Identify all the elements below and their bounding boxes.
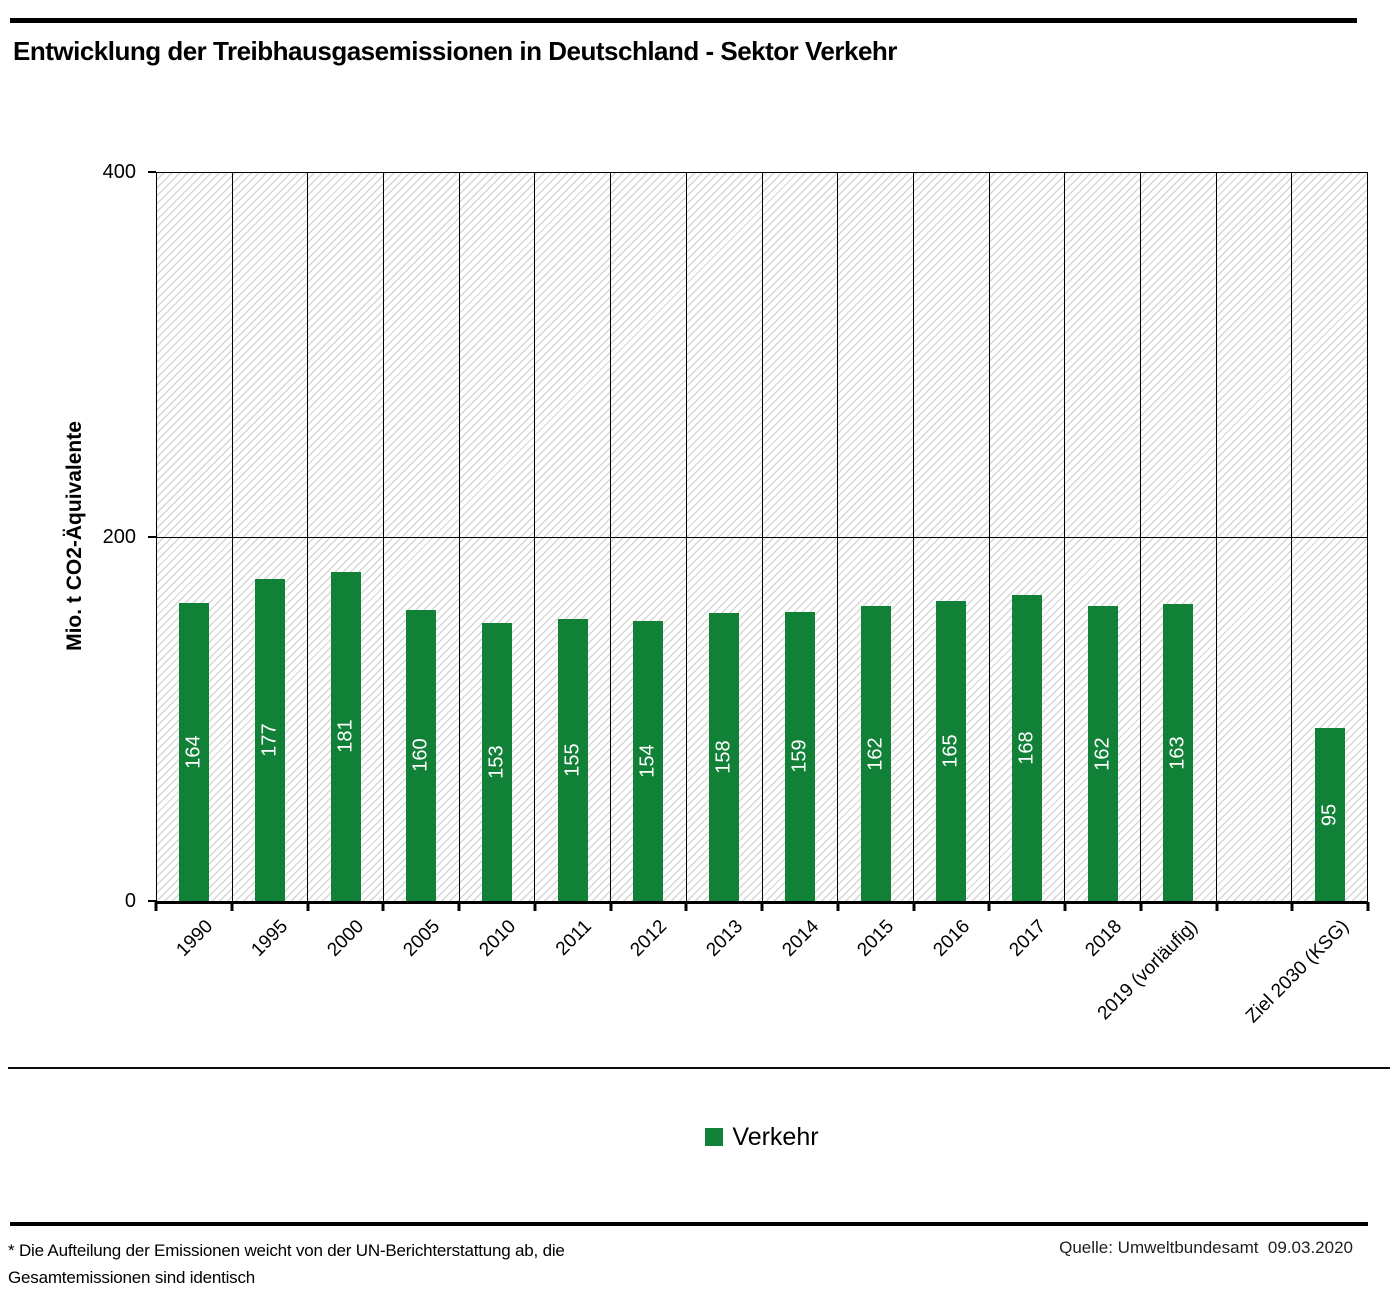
x-axis-tick-label: 2012 [626,916,672,961]
separator-line [8,1067,1390,1069]
x-axis-tick-label: 2018 [1080,916,1126,961]
x-axis-tick [381,902,385,911]
x-axis-tick [1366,902,1370,911]
bar-value-label: 159 [788,739,811,773]
bar: 95 [1314,728,1345,901]
bar-value-label: 95 [1318,803,1341,826]
footnote-line-2: Gesamtemissionen sind identisch [8,1268,256,1287]
legend-swatch-icon [705,1128,724,1146]
y-axis-tick-label: 200 [102,525,136,548]
footnote: * Die Aufteilung der Emissionen weicht v… [8,1237,565,1291]
x-axis-tick [230,902,234,911]
x-axis-tick [1063,902,1067,911]
y-axis-tick [148,535,156,538]
bar-column: 95 [1292,173,1367,901]
bar: 177 [255,578,286,901]
bar: 168 [1011,595,1042,901]
x-axis-tick [457,902,461,911]
bar-value-label: 155 [561,743,584,777]
bar-value-label: 164 [182,735,205,769]
bar: 165 [936,600,967,901]
bar: 153 [482,622,513,901]
bar-value-label: 162 [864,736,887,771]
x-axis-tick [1290,902,1294,911]
bar: 155 [557,618,588,901]
x-axis-tick-label: Ziel 2030 (KSG) [1241,916,1353,1028]
bar: 164 [179,602,210,901]
x-axis-tick-label: 1990 [171,916,217,961]
x-axis-tick-label: 2000 [323,916,369,961]
legend: Verkehr [156,1120,1368,1154]
bar-value-label: 168 [1015,731,1038,765]
gridline-200 [157,537,1367,538]
footer-rule [10,1222,1368,1226]
bar-value-label: 177 [258,723,281,757]
bar-value-label: 165 [939,734,962,768]
bar: 159 [784,611,815,901]
plot-area: 164 177 181 160 153 155 154 158 159 162 165 168 162 1… [156,172,1368,904]
x-axis-tick [1215,902,1218,911]
y-axis-tick-label: 0 [124,890,136,912]
x-axis-tick-label: 1995 [247,916,293,961]
y-axis-tick [148,900,156,902]
x-axis-tick [760,902,764,911]
x-axis-tick-label: 2010 [474,916,520,961]
x-axis-tick [684,902,688,911]
legend-label: Verkehr [732,1122,819,1151]
x-axis-tick-label: 2016 [929,916,975,961]
bar: 154 [633,620,664,901]
x-axis-tick [609,902,612,911]
top-rule [10,18,1357,23]
x-axis-tick-label: 2005 [399,916,444,961]
x-axis-tick [533,902,537,911]
bar-value-label: 154 [636,744,659,778]
x-axis-tick [154,902,158,911]
chart-title: Entwicklung der Treibhausgasemissionen i… [13,36,897,66]
x-axis-tick [987,902,991,911]
bar: 160 [406,609,437,901]
x-axis-tick-label: 2013 [702,916,747,961]
bar: 163 [1163,604,1194,901]
x-axis-labels: 1990 1995 2000 2005 2010 2011 2012 2013 2014 2015… [156,916,1368,1066]
bar-value-label: 153 [485,745,508,779]
bar-column: 177 [233,173,309,901]
x-axis-tick [912,902,915,911]
bar-value-label: 181 [334,719,357,753]
x-axis-tick-label: 2014 [777,916,823,961]
x-axis-tick-label: 2015 [853,916,899,961]
bar: 162 [860,606,891,901]
x-axis-tick [306,902,309,911]
x-axis-ticks [154,901,1370,913]
bar-value-label: 160 [409,738,432,773]
x-axis-tick-label: 2017 [1005,916,1050,961]
bar: 158 [709,613,740,901]
x-axis-tick [1139,902,1143,911]
x-axis-tick [836,902,840,911]
bar-value-label: 162 [1091,736,1114,771]
source-text: Quelle: Umweltbundesamt 09.03.2020 [1059,1238,1353,1257]
bar-value-label: 163 [1166,735,1189,770]
footnote-line-1: * Die Aufteilung der Emissionen weicht v… [8,1241,565,1260]
bar: 181 [330,571,361,901]
y-axis-tick [148,171,156,173]
x-axis-tick-label: 2011 [551,916,596,960]
y-axis-tick-label: 400 [102,161,136,183]
bar-value-label: 158 [712,740,735,774]
bar: 162 [1087,606,1118,901]
